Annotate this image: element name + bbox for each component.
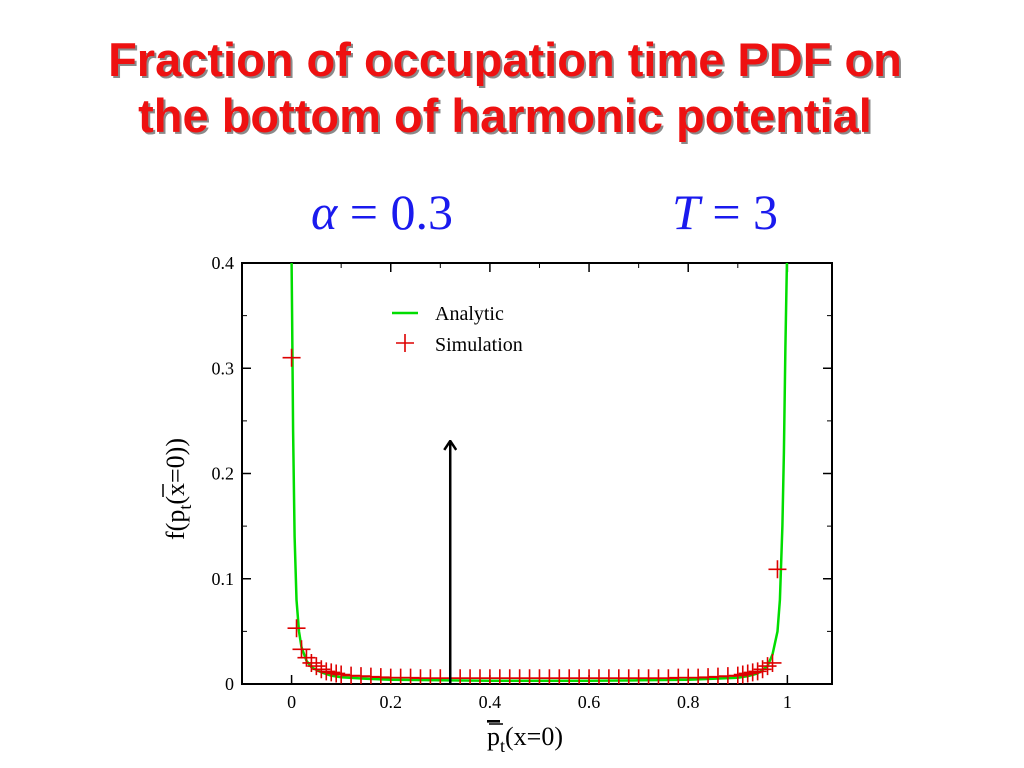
slide-title-line-2: the bottom of harmonic potential	[138, 89, 872, 142]
x-tick-label: 0.4	[479, 692, 502, 712]
x-axis-label: pt(x=0)	[487, 722, 563, 756]
simulation-point	[758, 657, 777, 676]
y-tick-label: 0.2	[212, 464, 235, 484]
simulation-point	[297, 648, 316, 667]
simulation-point	[322, 663, 341, 682]
y-tick-label: 0	[225, 674, 234, 694]
simulation-point	[733, 665, 752, 684]
x-tick-label: 0.2	[379, 692, 402, 712]
simulation-point	[302, 653, 321, 672]
simulation-point	[332, 665, 351, 684]
alpha-equals: =	[337, 184, 391, 240]
temperature-parameter: T = 3	[672, 182, 778, 242]
x-tick-label: 0	[287, 692, 296, 712]
simulation-point	[287, 619, 306, 638]
simulation-point	[312, 660, 331, 679]
alpha-parameter: α = 0.3	[311, 182, 453, 242]
y-tick-label: 0.1	[212, 569, 235, 589]
slide-title: Fraction of occupation time PDF on the b…	[0, 32, 1010, 144]
y-axis-label: f(pt(x=0))	[161, 438, 195, 540]
simulation-point	[307, 657, 326, 676]
x-tick-label: 1	[783, 692, 792, 712]
simulation-point	[743, 663, 762, 682]
legend-simulation-label: Simulation	[435, 334, 523, 356]
alpha-value: 0.3	[390, 184, 453, 240]
analytic-curve	[290, 263, 789, 683]
simulation-point	[738, 664, 757, 683]
simulation-point	[763, 653, 782, 672]
y-tick-label: 0.3	[212, 358, 235, 378]
simulation-point	[768, 560, 787, 579]
slide-title-line-1: Fraction of occupation time PDF on	[108, 33, 902, 86]
temperature-value: 3	[753, 184, 779, 240]
temperature-equals: =	[699, 184, 754, 240]
legend-simulation-swatch	[396, 334, 414, 352]
simulation-point	[317, 662, 336, 681]
x-tick-label: 0.8	[677, 692, 700, 712]
x-tick-label: 0.6	[578, 692, 601, 712]
simulation-point	[292, 640, 311, 659]
simulation-point	[282, 348, 301, 367]
alpha-symbol: α	[311, 184, 338, 240]
legend-analytic-label: Analytic	[435, 303, 504, 325]
temperature-symbol: T	[672, 184, 700, 240]
simulation-point	[748, 662, 767, 681]
simulation-point	[728, 666, 747, 684]
y-tick-label: 0.4	[212, 253, 235, 273]
simulation-point	[327, 664, 346, 683]
plot-frame	[241, 262, 833, 685]
simulation-point	[753, 660, 772, 679]
